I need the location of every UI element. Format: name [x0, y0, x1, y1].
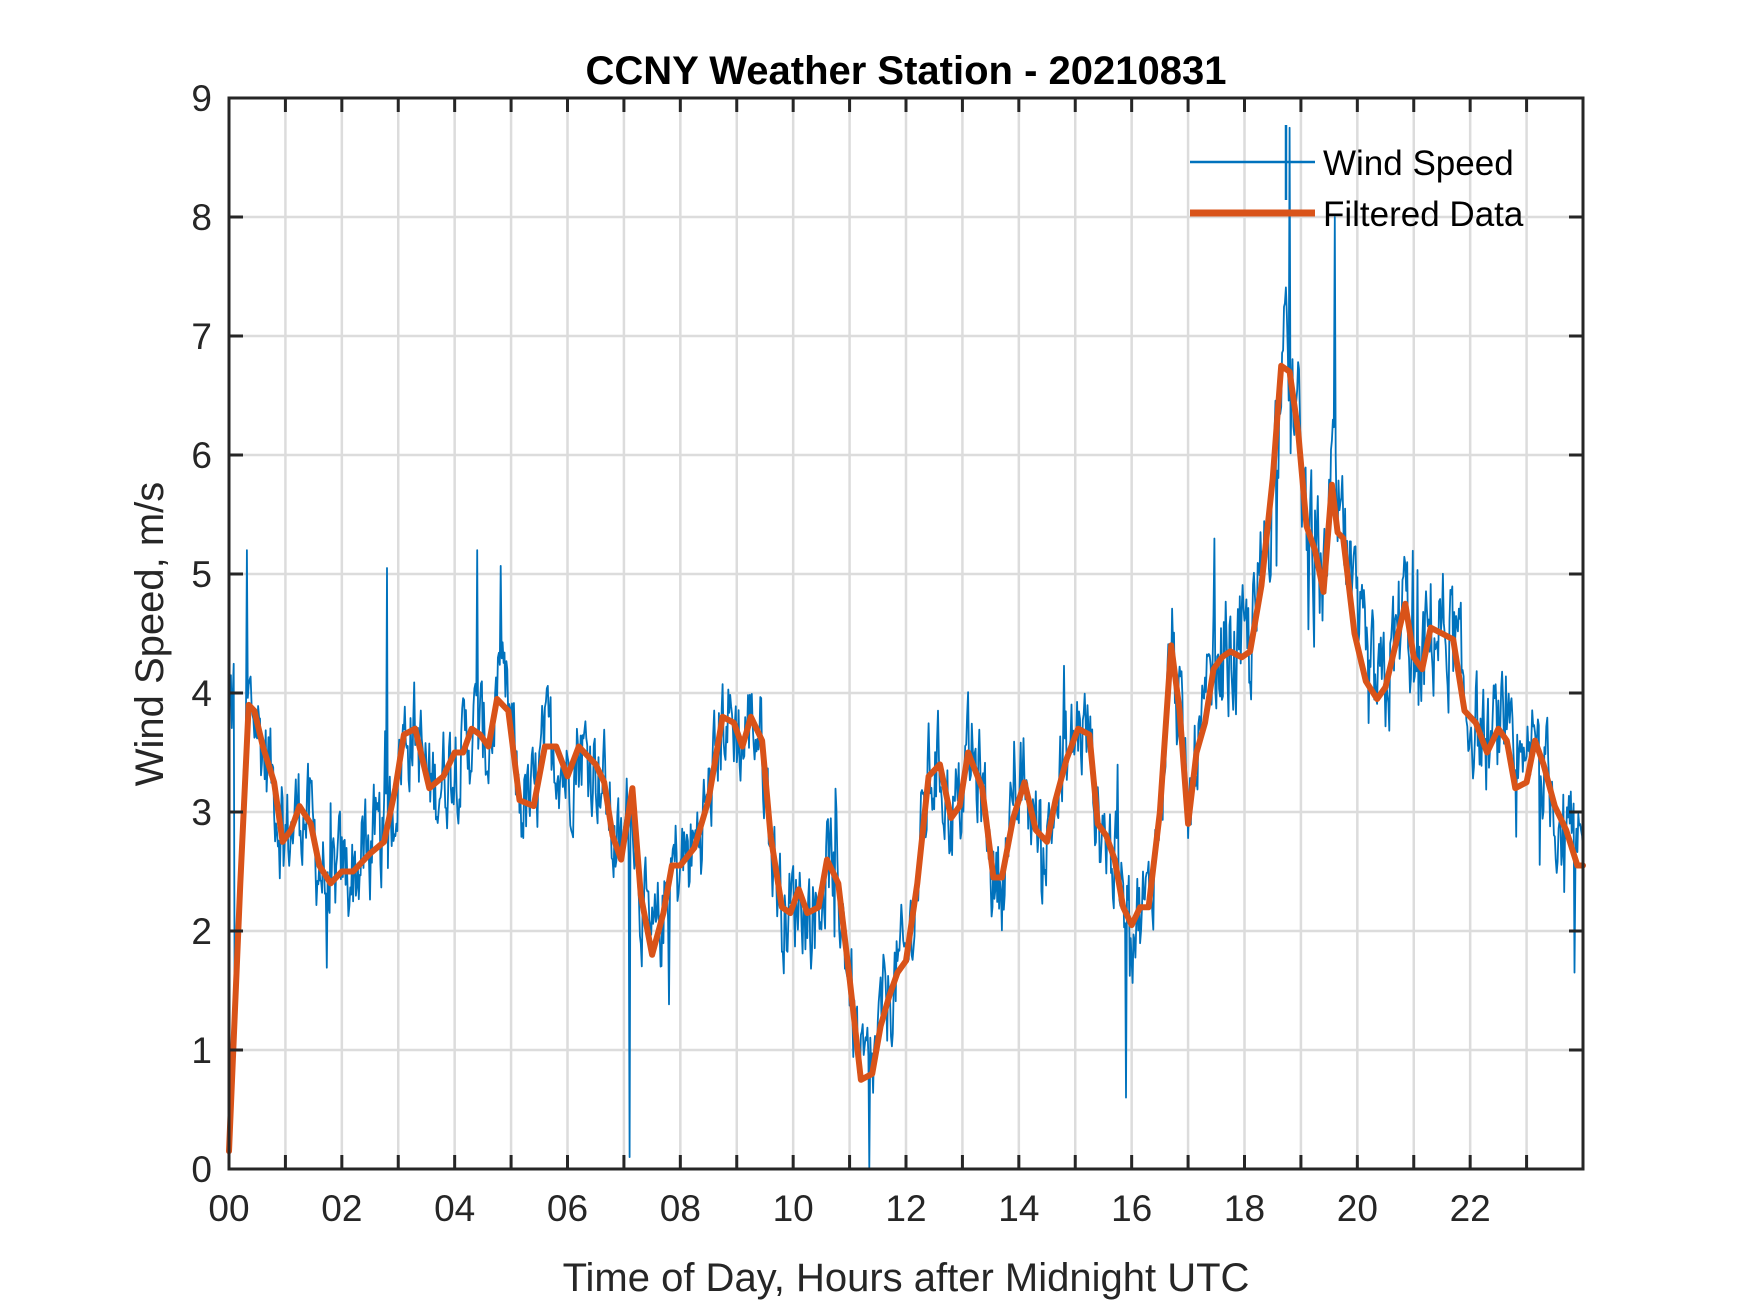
x-tick-label: 22 — [1450, 1188, 1491, 1229]
x-tick-label: 02 — [321, 1188, 362, 1229]
plot-area — [226, 126, 1586, 1170]
x-axis-label: Time of Day, Hours after Midnight UTC — [563, 1256, 1250, 1300]
y-tick-label: 1 — [191, 1030, 212, 1071]
x-tick-label: 16 — [1111, 1188, 1152, 1229]
x-tick-label: 06 — [547, 1188, 588, 1229]
y-tick-label: 2 — [191, 911, 212, 952]
y-tick-label: 4 — [191, 673, 212, 714]
legend-label-wind-speed: Wind Speed — [1323, 144, 1514, 183]
x-tick-label: 18 — [1224, 1188, 1265, 1229]
y-tick-label: 5 — [191, 554, 212, 595]
legend-label-filtered-data: Filtered Data — [1323, 195, 1524, 234]
y-tick-label: 7 — [191, 316, 212, 357]
y-tick-label: 9 — [191, 78, 212, 119]
y-tick-label: 0 — [191, 1149, 212, 1190]
x-tick-label: 04 — [434, 1188, 475, 1229]
y-tick-label: 3 — [191, 792, 212, 833]
y-tick-label: 8 — [191, 197, 212, 238]
chart-title: CCNY Weather Station - 20210831 — [586, 49, 1227, 93]
x-tick-label: 10 — [773, 1188, 814, 1229]
x-tick-label: 12 — [885, 1188, 926, 1229]
y-tick-label: 6 — [191, 435, 212, 476]
x-tick-label: 00 — [208, 1188, 249, 1229]
x-tick-label: 20 — [1337, 1188, 1378, 1229]
x-tick-label: 08 — [660, 1188, 701, 1229]
x-tick-label: 14 — [998, 1188, 1039, 1229]
legend: Wind Speed Filtered Data — [1190, 125, 1524, 234]
axes — [227, 96, 1585, 1171]
y-axis-label: Wind Speed, m/s — [128, 482, 172, 787]
series-filtered-data-line — [226, 362, 1586, 1155]
